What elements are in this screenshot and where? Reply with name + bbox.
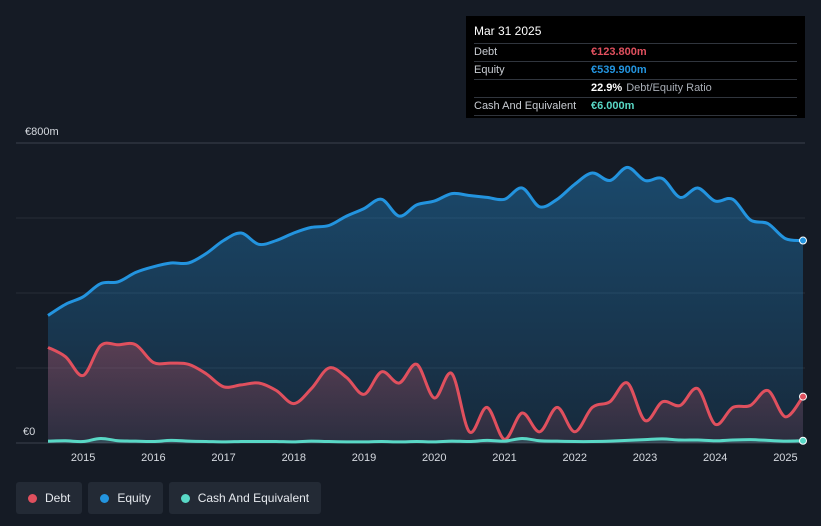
tooltip-row-equity: Equity €539.900m [474,61,797,79]
legend-item-cash[interactable]: Cash And Equivalent [168,482,322,514]
tooltip-equity-label: Equity [474,64,505,76]
legend-equity-label: Equity [117,491,151,505]
debt-line [47,341,805,441]
tooltip-ratio-value: 22.9% [591,82,623,94]
tooltip-panel: Mar 31 2025 Debt €123.800m Equity €539.9… [466,16,805,118]
x-tick-label-2021: 2021 [492,452,516,464]
x-tick-label-2016: 2016 [141,452,165,464]
debt-dot-icon [28,493,37,503]
x-tick-label-2023: 2023 [633,452,657,464]
tooltip-cash-value: €6.000m [591,100,635,112]
tooltip-ratio-label: Debt/Equity Ratio [626,82,712,94]
debt-end-point [799,392,807,401]
legend-item-debt[interactable]: Debt [16,482,83,514]
x-tick-label-2025: 2025 [773,452,797,464]
x-tick-label-2018: 2018 [282,452,306,464]
x-tick-label-2024: 2024 [703,452,727,464]
y-tick-label-top: €800m [25,126,59,138]
legend: Debt Equity Cash And Equivalent [16,482,322,514]
x-tick-label-2019: 2019 [352,452,376,464]
equity-area [48,167,803,443]
legend-debt-label: Debt [45,491,71,505]
y-tick-label-bottom: €0 [23,426,35,438]
debt-area [48,343,803,443]
equity-line [47,165,804,317]
legend-item-equity[interactable]: Equity [88,482,163,514]
equity-dot-icon [100,493,110,503]
x-tick-label-2020: 2020 [422,452,446,464]
x-tick-label-2017: 2017 [211,452,235,464]
tooltip-cash-label: Cash And Equivalent [474,100,577,112]
tooltip-bottom-rule [474,115,797,116]
series-layer [47,165,807,445]
cash-dot-icon [180,493,190,503]
x-tick-label-2015: 2015 [71,452,95,464]
equity-end-point [799,236,807,245]
legend-cash-label: Cash And Equivalent [197,491,310,505]
tooltip-row-ratio: 22.9% Debt/Equity Ratio [474,79,797,97]
tooltip-debt-label: Debt [474,46,498,58]
cash-and-equivalent-end-point [799,436,807,445]
cash-and-equivalent-line [47,436,804,444]
x-axis-ticks: 2015 2016 2017 2018 2019 2020 2021 2022 2023 2024… [71,452,798,464]
tooltip-debt-value: €123.800m [591,46,647,58]
tooltip-equity-value: €539.900m [591,64,647,76]
tooltip-date: Mar 31 2025 [474,24,542,38]
tooltip-row-cash: Cash And Equivalent €6.000m [474,97,797,115]
tooltip-row-debt: Debt €123.800m [474,43,797,61]
x-tick-label-2022: 2022 [563,452,587,464]
